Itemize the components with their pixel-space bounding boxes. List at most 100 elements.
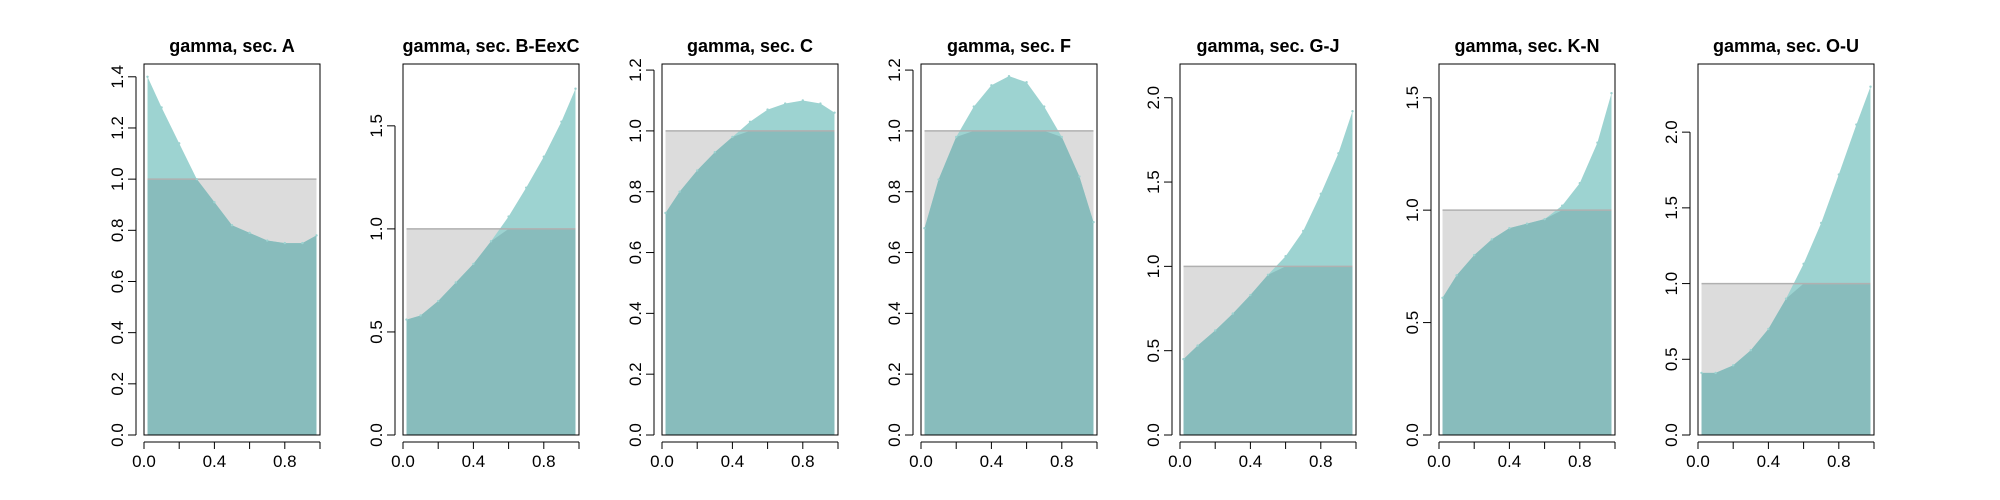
density-point bbox=[1231, 312, 1235, 315]
density-point bbox=[1714, 371, 1717, 375]
density-point bbox=[784, 102, 787, 105]
y-tick-label: 0.5 bbox=[1403, 311, 1422, 335]
density-point bbox=[1025, 81, 1028, 84]
density-point bbox=[678, 190, 681, 193]
overlap-area bbox=[1442, 210, 1612, 435]
density-point bbox=[1855, 123, 1858, 126]
y-tick-label: 1.0 bbox=[108, 167, 127, 191]
overlap-area bbox=[1183, 266, 1353, 435]
x-tick-label: 0.0 bbox=[132, 452, 156, 471]
x-tick-label: 0.8 bbox=[1827, 452, 1851, 471]
density-point bbox=[1092, 220, 1095, 224]
density-point bbox=[819, 102, 822, 105]
chart-panel-2: 0.0 0.5 1.0 1.5 0.0 0.4 0.8 gamma, sec. B-EexC bbox=[367, 36, 580, 471]
density-point bbox=[195, 177, 198, 181]
density-point bbox=[1596, 141, 1599, 144]
density-point bbox=[405, 318, 408, 321]
y-tick-label: 1.0 bbox=[1403, 198, 1422, 222]
y-tick-label: 0.0 bbox=[1403, 423, 1422, 447]
density-point bbox=[1043, 105, 1046, 108]
y-tick-label: 0.0 bbox=[1662, 423, 1681, 447]
density-point bbox=[1578, 181, 1582, 185]
y-tick-label: 2.0 bbox=[1144, 86, 1163, 110]
density-point bbox=[454, 281, 457, 284]
density-point bbox=[1266, 273, 1270, 276]
density-point bbox=[766, 108, 769, 111]
panel-title: gamma, sec. K-N bbox=[1454, 36, 1599, 56]
density-point bbox=[923, 227, 926, 230]
x-tick-label: 0.0 bbox=[909, 452, 933, 471]
y-tick-label: 1.5 bbox=[1144, 170, 1163, 194]
y-tick-label: 1.5 bbox=[367, 114, 386, 138]
density-point bbox=[1543, 217, 1546, 221]
y-tick-label: 1.2 bbox=[626, 58, 645, 82]
density-point bbox=[1455, 274, 1458, 277]
x-tick-label: 0.4 bbox=[462, 452, 486, 471]
y-tick-label: 1.0 bbox=[885, 119, 904, 143]
density-point bbox=[178, 142, 181, 145]
density-point bbox=[990, 84, 993, 87]
x-tick-label: 0.8 bbox=[273, 452, 297, 471]
plot-frame bbox=[1438, 63, 1616, 436]
density-point bbox=[1182, 357, 1185, 361]
density-point bbox=[315, 234, 318, 237]
y-tick-label: 0.4 bbox=[885, 302, 904, 326]
x-tick-label: 0.0 bbox=[1427, 452, 1451, 471]
x-tick-label: 0.8 bbox=[791, 452, 815, 471]
density-point bbox=[1610, 92, 1613, 95]
chart-panel-7: 0.0 0.5 1.0 1.5 2.0 0.0 0.4 0.8 gamma, sec. O-U bbox=[1662, 36, 1875, 471]
x-tick-label: 0.8 bbox=[1309, 452, 1333, 471]
y-tick-label: 0.5 bbox=[1144, 339, 1163, 363]
density-point bbox=[1473, 253, 1476, 257]
panel-title: gamma, sec. G-J bbox=[1196, 36, 1339, 56]
y-tick-label: 0.2 bbox=[626, 362, 645, 386]
density-point bbox=[1767, 327, 1770, 331]
density-point bbox=[560, 120, 563, 123]
density-point bbox=[472, 262, 475, 266]
density-point bbox=[1302, 229, 1305, 233]
overlap-area bbox=[665, 130, 835, 435]
x-tick-label: 0.8 bbox=[1050, 452, 1074, 471]
density-point bbox=[833, 111, 836, 114]
overlap-area bbox=[1701, 283, 1871, 435]
density-point bbox=[731, 135, 734, 139]
density-point bbox=[696, 169, 699, 172]
density-point bbox=[1869, 85, 1872, 88]
y-tick-label: 0.4 bbox=[108, 321, 127, 345]
y-tick-label: 0.0 bbox=[626, 423, 645, 447]
overlap-area bbox=[147, 179, 317, 435]
y-tick-label: 1.0 bbox=[1662, 272, 1681, 296]
y-tick-label: 1.0 bbox=[367, 217, 386, 241]
density-point bbox=[972, 105, 975, 108]
density-point bbox=[1196, 344, 1199, 347]
x-tick-label: 0.4 bbox=[1757, 452, 1781, 471]
chart-panel-3: 0.0 0.2 0.4 0.6 0.8 1.0 1.2 0.0 0.4 0.8 gamma, sec… bbox=[626, 36, 839, 471]
y-tick-label: 0.2 bbox=[885, 362, 904, 386]
density-point bbox=[266, 239, 269, 242]
y-tick-label: 0.4 bbox=[626, 302, 645, 326]
density-point bbox=[1337, 152, 1340, 155]
density-point bbox=[1784, 297, 1788, 300]
density-point bbox=[1820, 221, 1823, 225]
panel-title: gamma, sec. B-EexC bbox=[402, 36, 579, 56]
density-point bbox=[1214, 329, 1217, 332]
y-tick-label: 1.5 bbox=[1403, 86, 1422, 110]
density-point bbox=[1441, 296, 1444, 300]
panel-title: gamma, sec. F bbox=[947, 36, 1071, 56]
density-point bbox=[1561, 204, 1564, 207]
y-tick-label: 0.6 bbox=[885, 241, 904, 265]
density-point bbox=[525, 186, 528, 189]
density-point bbox=[437, 299, 440, 303]
chart-panel-4: 0.0 0.2 0.4 0.6 0.8 1.0 1.2 0.0 0.4 0.8 gamma, sec… bbox=[885, 36, 1098, 471]
y-tick-label: 0.8 bbox=[626, 180, 645, 204]
y-tick-label: 1.2 bbox=[885, 58, 904, 82]
plot-frame bbox=[1179, 63, 1357, 436]
density-point bbox=[1078, 175, 1081, 178]
panel-title: gamma, sec. O-U bbox=[1713, 36, 1859, 56]
density-point bbox=[664, 211, 667, 215]
density-point bbox=[1508, 226, 1511, 230]
density-point bbox=[1732, 364, 1735, 367]
overlap-area bbox=[924, 130, 1094, 435]
plot-frame bbox=[661, 63, 839, 436]
